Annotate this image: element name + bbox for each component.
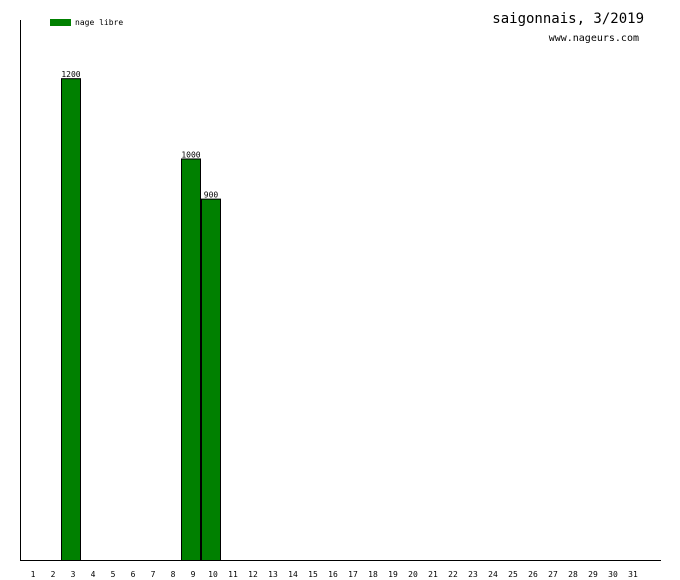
x-tick-label: 12 [248, 570, 258, 579]
x-tick-label: 19 [388, 570, 398, 579]
x-tick-label: 11 [228, 570, 238, 579]
chart-subtitle: www.nageurs.com [549, 33, 639, 44]
x-tick-label: 14 [288, 570, 298, 579]
x-tick-label: 7 [151, 570, 156, 579]
bar-value-label: 900 [204, 191, 219, 200]
x-tick-label: 16 [328, 570, 338, 579]
x-tick-label: 8 [171, 570, 176, 579]
legend: nage libre [50, 18, 123, 27]
bar-value-label: 1200 [61, 70, 80, 79]
bar-9 [181, 158, 201, 561]
x-tick-label: 4 [91, 570, 96, 579]
x-tick-label: 21 [428, 570, 438, 579]
x-tick-label: 30 [608, 570, 618, 579]
x-tick-label: 23 [468, 570, 478, 579]
x-tick-label: 29 [588, 570, 598, 579]
x-tick-label: 26 [528, 570, 538, 579]
x-tick-label: 27 [548, 570, 558, 579]
x-tick-label: 25 [508, 570, 518, 579]
x-tick-label: 2 [51, 570, 56, 579]
x-tick-label: 6 [131, 570, 136, 579]
x-tick-label: 3 [71, 570, 76, 579]
x-tick-label: 9 [191, 570, 196, 579]
legend-label: nage libre [75, 18, 123, 27]
x-tick-label: 18 [368, 570, 378, 579]
x-tick-label: 1 [31, 570, 36, 579]
x-tick-label: 20 [408, 570, 418, 579]
bar-3 [61, 78, 81, 561]
value-labels-group: 1200 1000 900 [61, 70, 218, 199]
x-tick-label: 28 [568, 570, 578, 579]
x-tick-label: 24 [488, 570, 498, 579]
x-tick-label: 10 [208, 570, 218, 579]
legend-swatch [50, 19, 71, 26]
chart-title: saigonnais, 3/2019 [492, 11, 644, 27]
bar-value-label: 1000 [181, 150, 200, 159]
x-tick-label: 22 [448, 570, 458, 579]
x-tick-labels-group: 1 2 3 4 5 6 7 8 9 10 11 12 13 14 15 16 17 18 19 20 21 22 23 24 2… [31, 570, 638, 579]
bars-group [61, 78, 221, 562]
bar-10 [201, 198, 221, 562]
x-tick-label: 15 [308, 570, 318, 579]
x-tick-label: 17 [348, 570, 358, 579]
x-tick-label: 31 [628, 570, 638, 579]
x-tick-label: 5 [111, 570, 116, 579]
x-tick-label: 13 [268, 570, 278, 579]
